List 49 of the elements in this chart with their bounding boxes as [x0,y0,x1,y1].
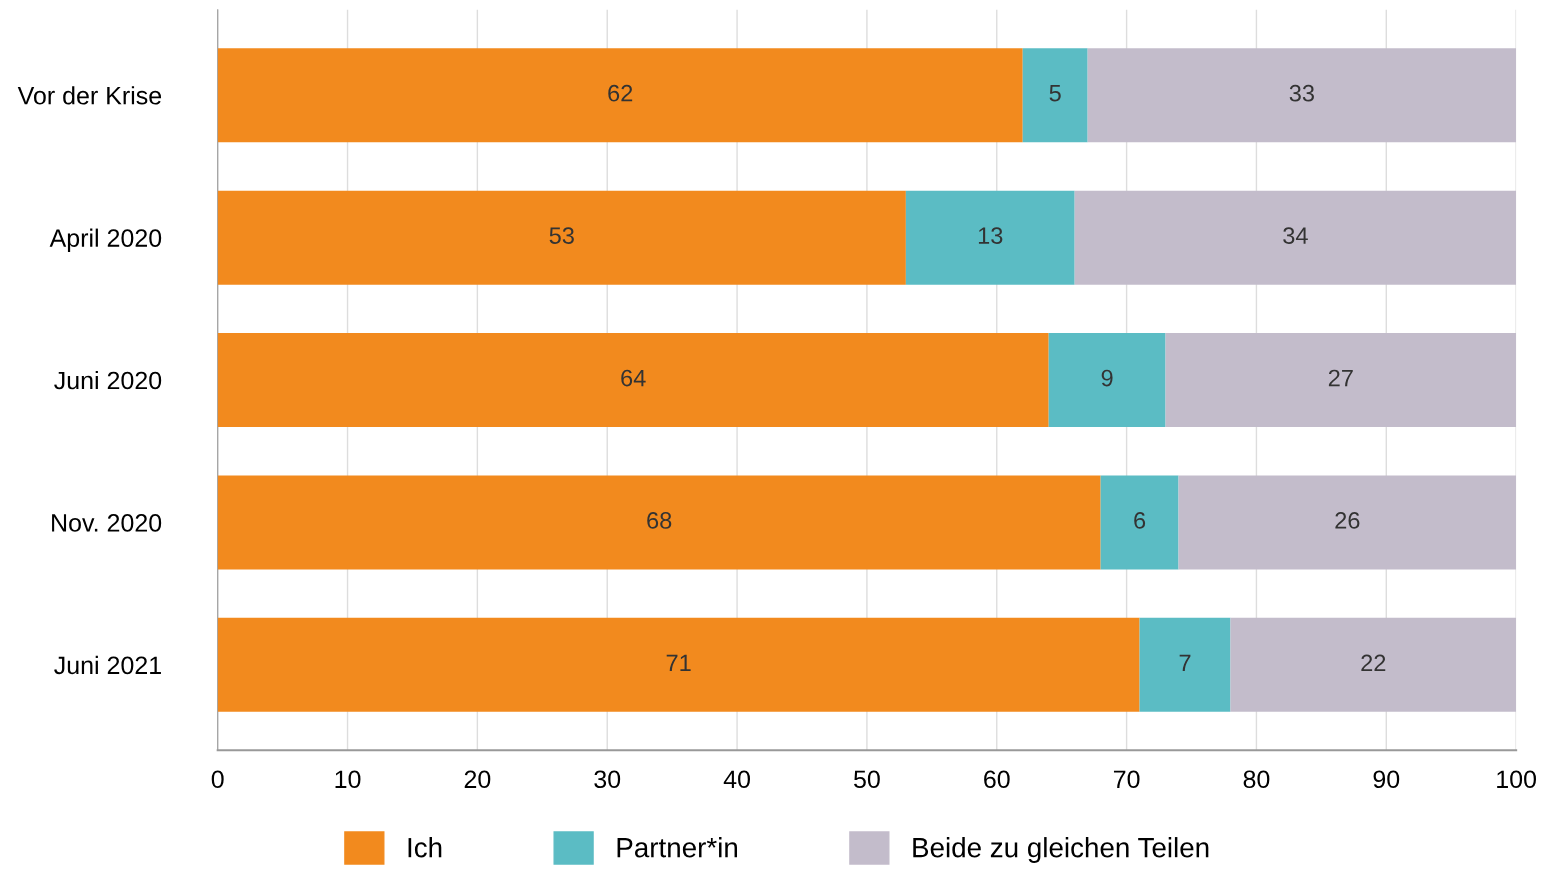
data-label: 68 [647,512,672,529]
bar [1230,617,1517,712]
bar [217,333,1049,428]
x-tick-label: 0 [211,770,224,789]
bar [1178,475,1517,570]
data-label: 62 [608,84,633,102]
x-tick-label: 100 [1497,770,1536,789]
x-tick-label: 90 [1373,770,1400,789]
y-tick-label: Nov. 2020 [52,514,162,532]
y-tick-label: Juni 2020 [54,370,162,390]
bar [1165,333,1517,428]
x-tick-label: 10 [335,770,361,789]
x-tick-label: 30 [594,770,621,789]
x-tick-label: 50 [854,770,880,789]
bar [1048,333,1166,428]
bar [1087,48,1517,143]
bar [217,48,1023,143]
legend-label: Ich [408,837,442,858]
bar [1022,48,1088,143]
bar [217,617,1140,712]
data-label: 53 [549,227,574,244]
data-label: 34 [1283,227,1308,244]
y-tick-label: Juni 2021 [54,655,161,675]
data-label: 13 [978,227,1003,244]
bar [1100,475,1179,570]
data-label: 6 [1134,512,1146,529]
data-label: 9 [1101,369,1113,387]
data-label: 22 [1361,654,1386,671]
data-label: 26 [1335,512,1360,529]
data-label: 33 [1289,84,1314,102]
x-tick-label: 60 [984,770,1010,789]
legend-label: Partner*in [617,837,738,858]
bar [217,475,1101,570]
y-tick-label: April 2020 [49,228,162,252]
x-tick-label: 80 [1243,770,1270,789]
bar [1139,617,1231,712]
data-label: 5 [1049,85,1061,102]
data-label: 7 [1179,654,1191,671]
legend-label: Beide zu gleichen Teilen [913,837,1209,863]
y-tick-label: Vor der Krise [17,86,162,105]
data-label: 64 [621,369,646,387]
x-tick-label: 20 [464,770,491,789]
x-tick-label: 40 [723,770,750,789]
data-label: 71 [666,654,691,671]
x-tick-label: 70 [1113,770,1140,789]
data-label: 27 [1328,369,1353,387]
bar [1074,190,1517,285]
bar [217,190,906,285]
bar [905,190,1075,285]
